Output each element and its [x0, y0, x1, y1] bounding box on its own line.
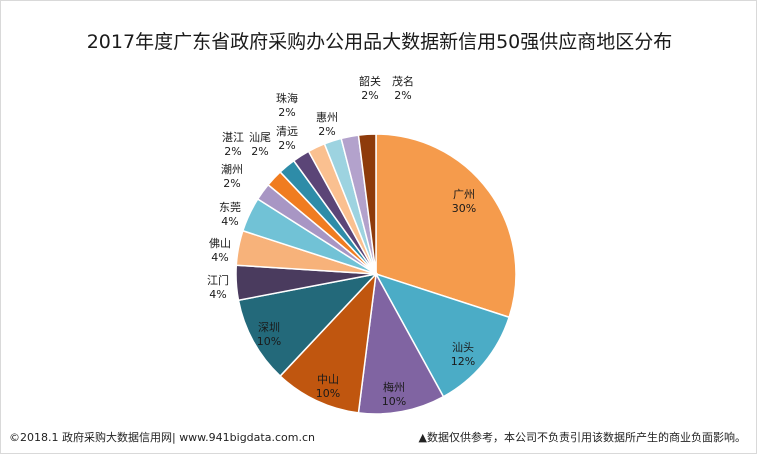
pie-slice-2 — [374, 272, 511, 398]
footer-source: ©2018.1 政府采购大数据信用网| www.941bigdata.com.c… — [9, 431, 315, 444]
slice-name-label: 清远 — [276, 125, 298, 138]
chart-title: 2017年度广东省政府采购办公用品大数据新信用50强供应商地区分布 — [86, 31, 673, 53]
slice-percent-label: 4% — [211, 251, 228, 264]
slice-name-label: 茂名 — [392, 74, 414, 88]
footer-disclaimer: ▲数据仅供参考，本公司不负责引用该数据所产生的商业负面影响。 — [418, 431, 746, 444]
slice-percent-label: 2% — [318, 125, 335, 138]
slice-name-label: 江门 — [207, 273, 229, 287]
slice-percent-label: 2% — [394, 89, 411, 102]
slice-name-label: 惠州 — [316, 110, 338, 124]
pie-slice-1 — [375, 133, 517, 319]
pie-slice-4 — [279, 271, 378, 414]
pie-slice-5 — [237, 272, 379, 378]
slice-name-label: 东莞 — [219, 201, 241, 214]
slice-percent-label: 30% — [452, 202, 476, 215]
slice-percent-label: 2% — [278, 139, 295, 152]
slice-name-label: 梅州 — [383, 380, 405, 394]
slice-name-label: 深圳 — [258, 321, 280, 334]
slice-percent-label: 2% — [251, 145, 268, 158]
slice-percent-label: 12% — [451, 355, 475, 368]
slice-percent-label: 4% — [221, 215, 238, 228]
slice-percent-label: 10% — [316, 387, 340, 400]
slice-percent-label: 2% — [223, 177, 240, 190]
slice-name-label: 潮州 — [221, 162, 243, 176]
slice-name-label: 珠海 — [276, 91, 298, 105]
slice-name-label: 汕尾 — [249, 131, 271, 144]
pie-slice-16 — [357, 133, 377, 275]
slice-name-label: 中山 — [317, 373, 339, 386]
slice-percent-label: 10% — [257, 335, 281, 348]
slice-name-label: 汕头 — [452, 341, 474, 354]
slice-percent-label: 4% — [209, 288, 226, 301]
slice-name-label: 韶关 — [359, 74, 381, 88]
slice-name-label: 佛山 — [209, 237, 231, 250]
slice-percent-label: 2% — [278, 106, 295, 119]
slice-percent-label: 2% — [361, 89, 378, 102]
slice-percent-label: 2% — [224, 145, 241, 158]
slice-percent-label: 10% — [382, 395, 406, 408]
slice-name-label: 广州 — [453, 188, 475, 201]
slice-name-label: 湛江 — [222, 131, 244, 144]
pie-slice-3 — [357, 271, 445, 415]
